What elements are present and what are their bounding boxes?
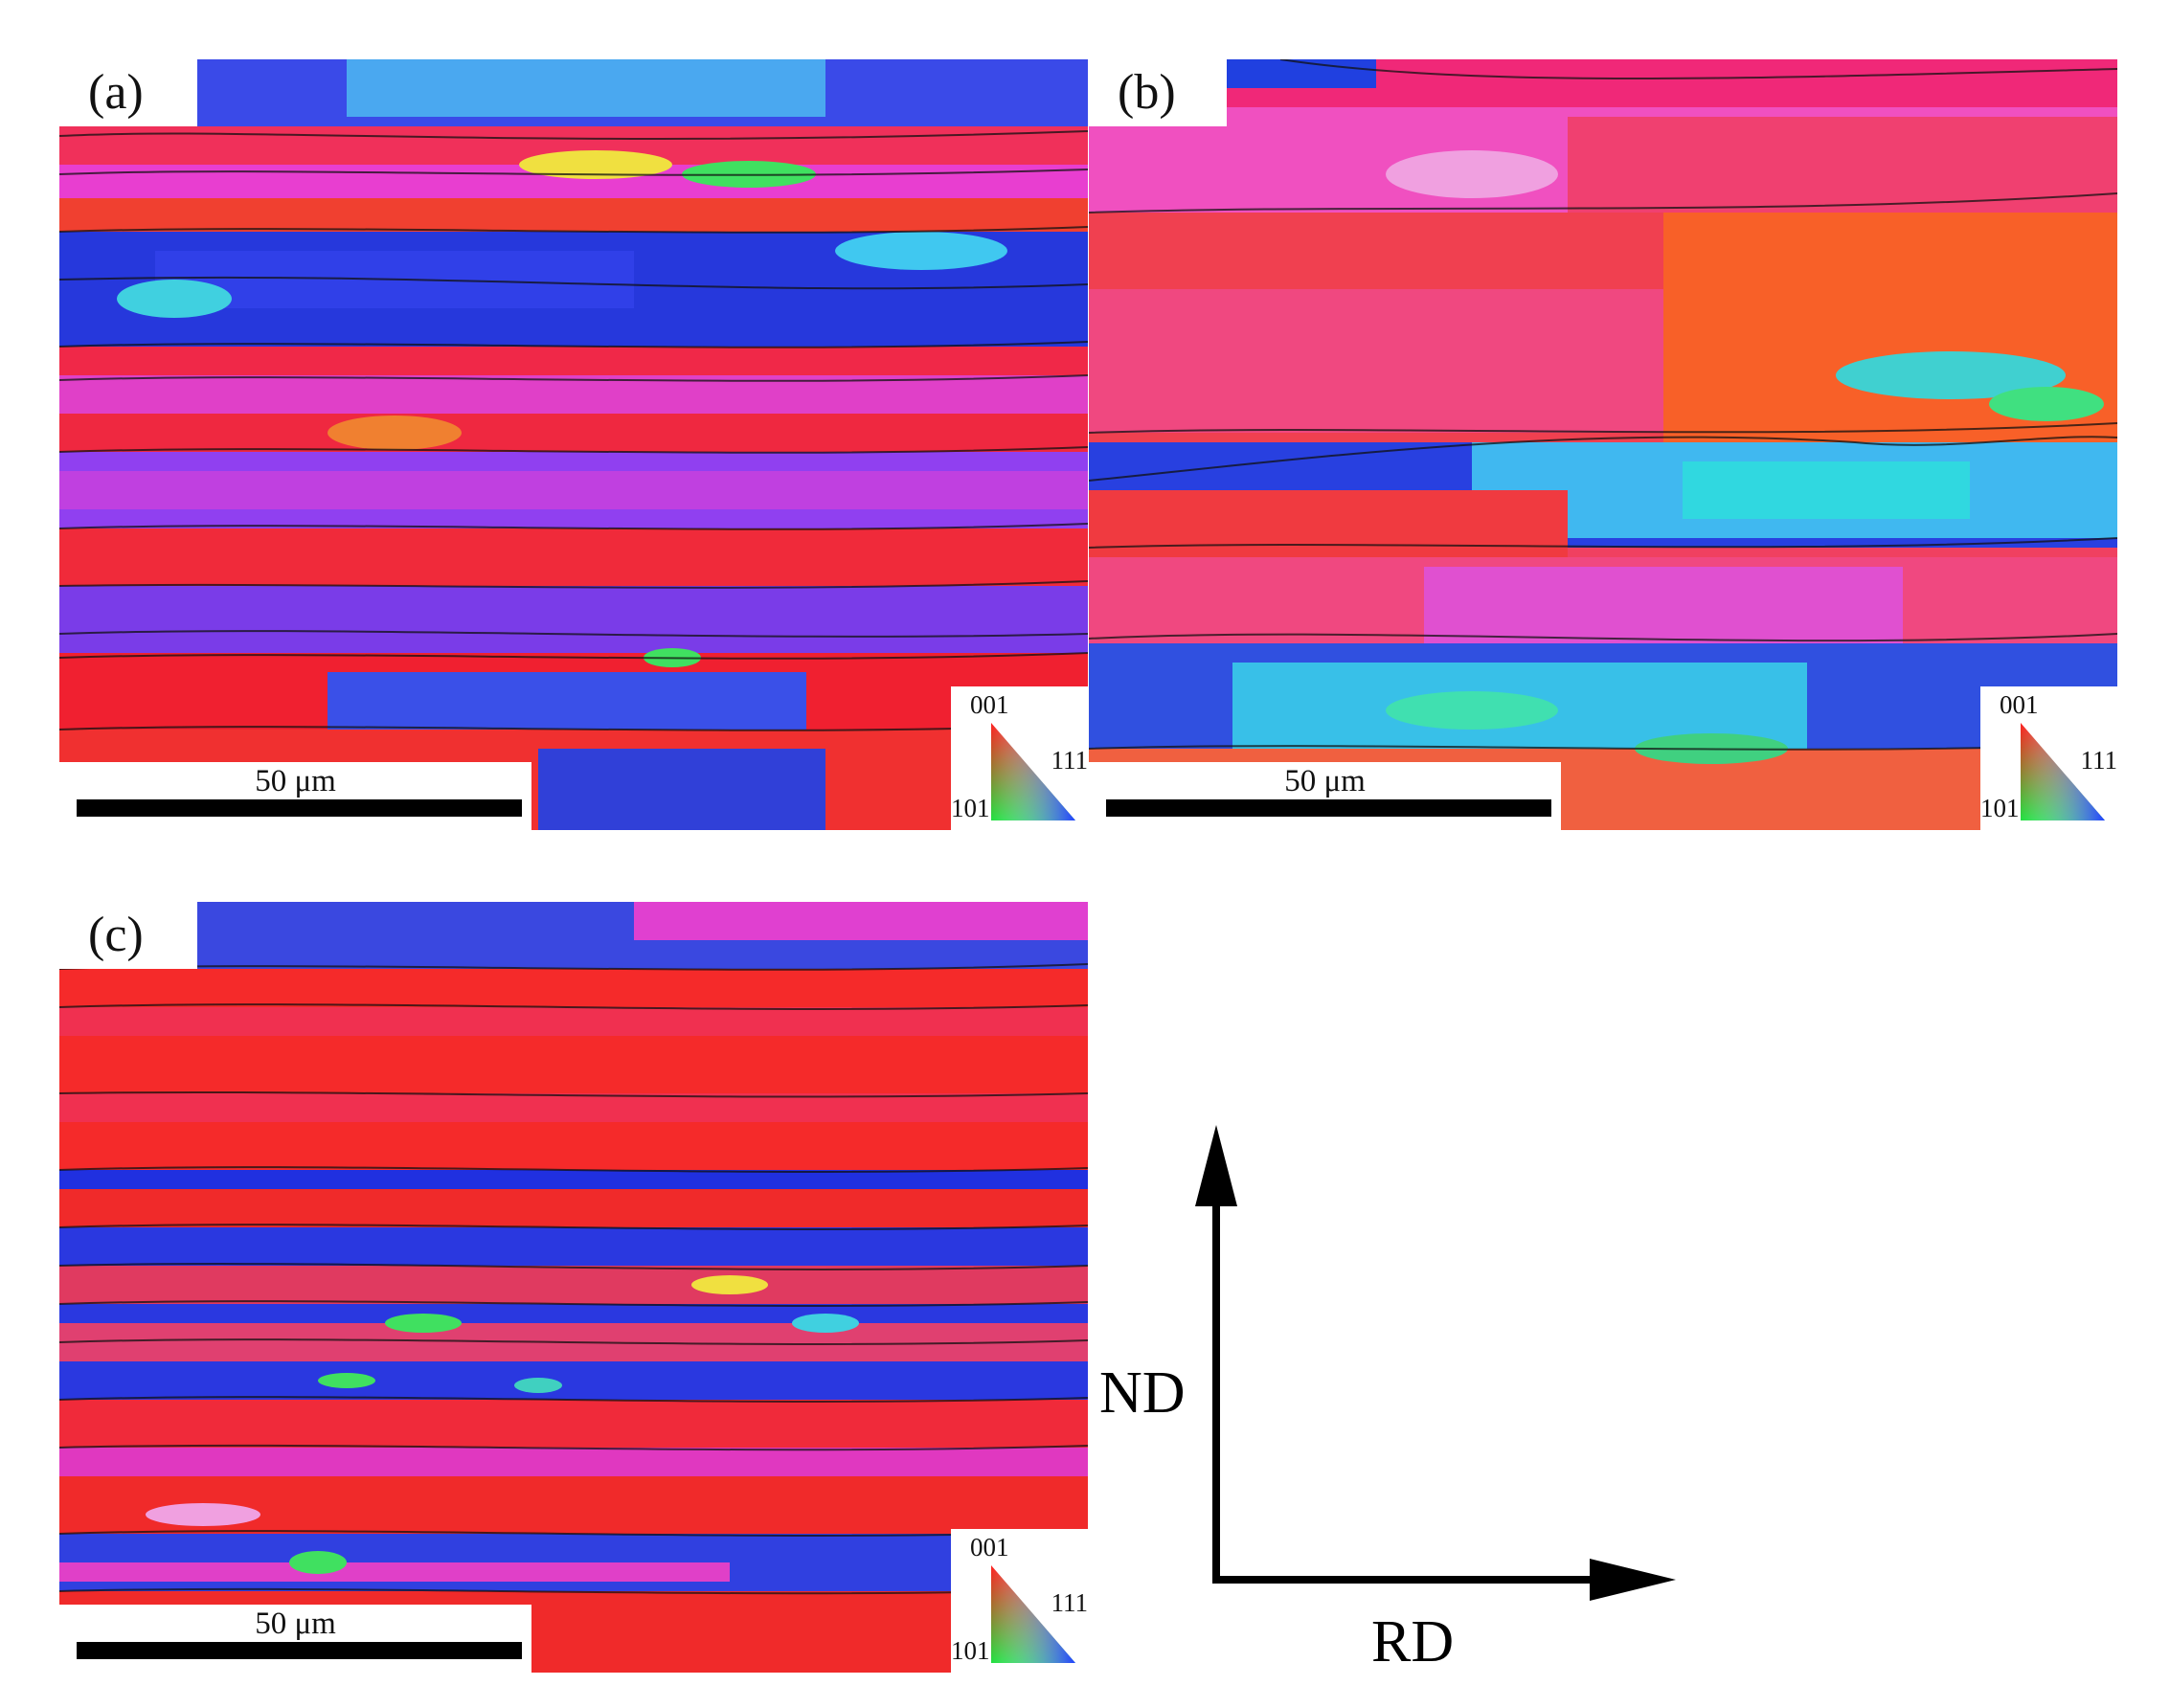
scale-bar-line <box>1106 799 1551 817</box>
ipf-triangle-icon <box>991 1565 1075 1663</box>
ipf-triangle-icon <box>991 723 1075 820</box>
ipf-key-label-001: 001 <box>2000 690 2039 719</box>
rd-axis-label: RD <box>1371 1609 1455 1674</box>
scale-bar-line <box>77 1642 522 1659</box>
ipf-key-label-001: 001 <box>970 690 1009 719</box>
scale-bar: 50 μm <box>59 1605 531 1673</box>
ebsd-map-panel-b: (b) 50 μm 001 111 101 <box>1089 59 2117 830</box>
ebsd-map-panel-a: (a) 50 μm 001 111 101 <box>59 59 1088 830</box>
scale-bar-label: 50 μm <box>1284 764 1366 798</box>
ipf-key-label-101: 101 <box>951 1636 990 1665</box>
ipf-key-label-111: 111 <box>1051 1588 1089 1617</box>
ipf-key-label-111: 111 <box>2080 746 2118 775</box>
ipf-key-label-111: 111 <box>1051 746 1089 775</box>
ipf-triangle-icon <box>2021 723 2105 820</box>
ipf-color-key: 001 111 101 <box>1980 686 2117 830</box>
direction-axes: ND RD <box>1082 1111 1705 1685</box>
panel-label: (c) <box>59 902 197 969</box>
scale-bar: 50 μm <box>1089 762 1561 830</box>
ipf-map-c <box>59 902 1088 1673</box>
axes-arrows <box>1195 1125 1676 1601</box>
ipf-key-label-001: 001 <box>970 1533 1009 1562</box>
panel-label: (a) <box>59 59 197 126</box>
nd-axis-label: ND <box>1099 1360 1186 1426</box>
ipf-color-key: 001 111 101 <box>951 686 1088 830</box>
ipf-key-label-101: 101 <box>1980 794 2020 822</box>
scale-bar-label: 50 μm <box>255 764 336 798</box>
ipf-key-label-101: 101 <box>951 794 990 822</box>
ebsd-map-panel-c: (c) 50 μm 001 111 101 <box>59 902 1088 1673</box>
scale-bar: 50 μm <box>59 762 531 830</box>
scale-bar-label: 50 μm <box>255 1607 336 1641</box>
ipf-color-key: 001 111 101 <box>951 1529 1088 1673</box>
ipf-map-a <box>59 59 1088 830</box>
panel-label: (b) <box>1089 59 1227 126</box>
nd-arrow-head-icon <box>1195 1125 1237 1206</box>
rd-arrow-head-icon <box>1590 1559 1676 1601</box>
ipf-map-b <box>1089 59 2117 830</box>
scale-bar-line <box>77 799 522 817</box>
